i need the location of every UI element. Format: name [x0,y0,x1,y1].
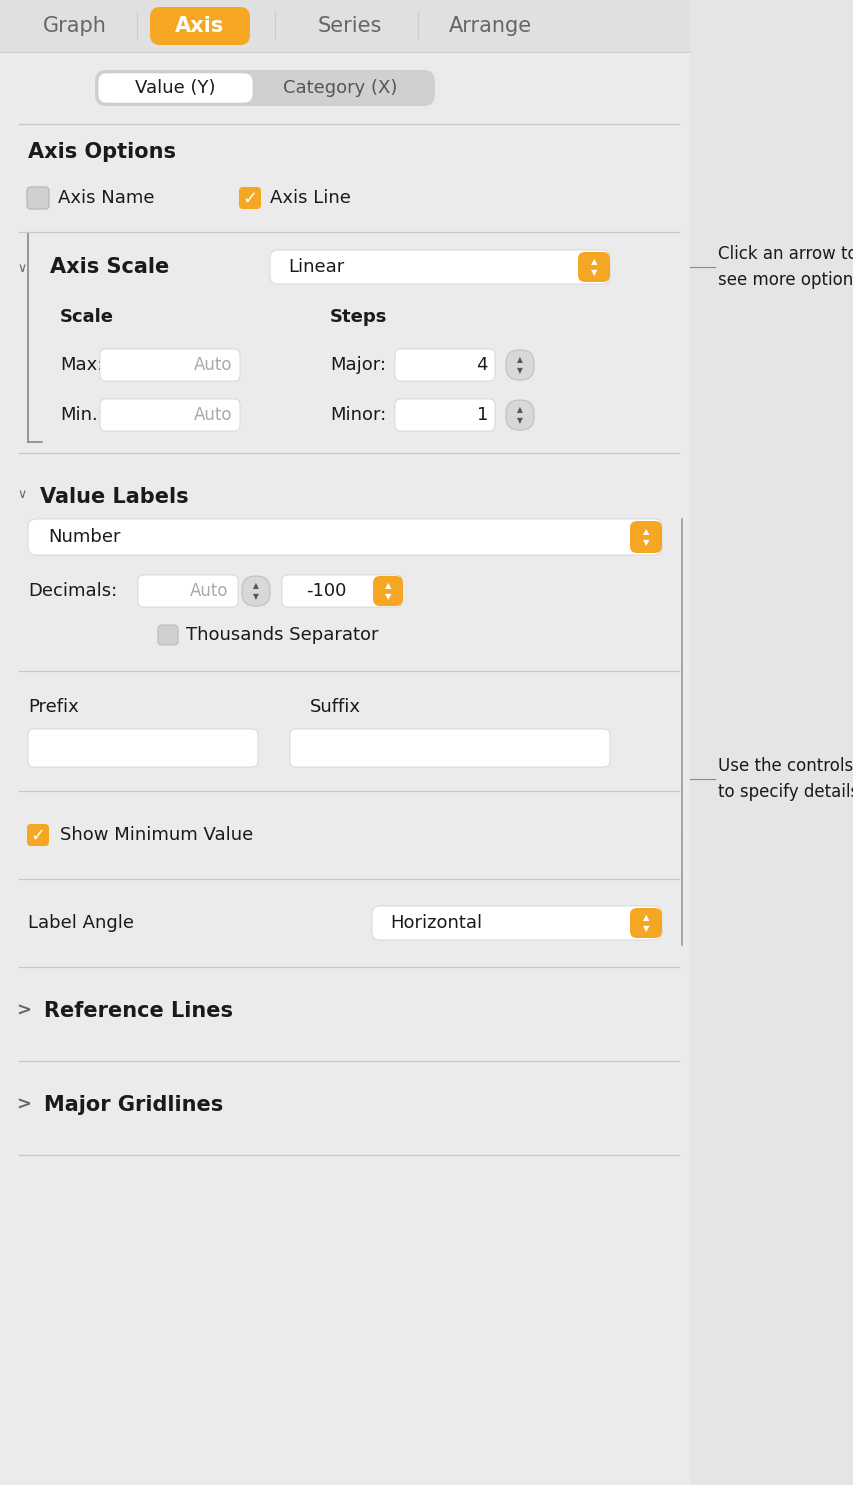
Text: Series: Series [317,16,382,36]
Text: Major:: Major: [329,356,386,374]
Text: ▲: ▲ [252,582,258,591]
Text: Axis: Axis [175,16,224,36]
FancyBboxPatch shape [28,518,661,555]
Text: ▲: ▲ [590,257,596,266]
Text: 1: 1 [476,405,487,425]
FancyBboxPatch shape [241,576,270,606]
FancyBboxPatch shape [506,399,533,431]
Text: >: > [16,1096,32,1114]
Text: Use the controls
to specify details.: Use the controls to specify details. [717,757,853,802]
Text: Max:: Max: [60,356,103,374]
Text: ▼: ▼ [516,416,522,426]
FancyBboxPatch shape [100,349,240,382]
FancyBboxPatch shape [239,187,261,209]
Text: Min.:: Min.: [60,405,104,425]
Text: Number: Number [48,529,120,546]
FancyBboxPatch shape [577,252,609,282]
Text: Reference Lines: Reference Lines [44,1001,233,1022]
Text: Graph: Graph [43,16,107,36]
FancyBboxPatch shape [373,576,403,606]
Text: Minor:: Minor: [329,405,386,425]
Text: ∨: ∨ [17,489,26,502]
Text: Linear: Linear [287,258,344,276]
Text: ▼: ▼ [642,925,648,934]
Text: ▼: ▼ [590,269,596,278]
Text: Click an arrow to
see more options.: Click an arrow to see more options. [717,245,853,290]
Text: ▼: ▼ [516,367,522,376]
Text: Prefix: Prefix [28,698,78,716]
Text: Auto: Auto [194,356,232,374]
FancyBboxPatch shape [290,729,609,766]
FancyBboxPatch shape [270,249,609,284]
FancyBboxPatch shape [138,575,238,607]
Text: Value Labels: Value Labels [40,487,189,506]
Text: Auto: Auto [194,405,232,425]
FancyBboxPatch shape [28,729,258,766]
Text: Horizontal: Horizontal [390,913,482,933]
FancyBboxPatch shape [506,350,533,380]
Text: Label Angle: Label Angle [28,913,134,933]
Text: ▼: ▼ [642,539,648,548]
Text: Category (X): Category (X) [282,79,397,97]
FancyBboxPatch shape [281,575,402,607]
Text: ▲: ▲ [516,355,522,364]
FancyBboxPatch shape [630,521,661,552]
Text: ✓: ✓ [242,190,258,208]
FancyBboxPatch shape [158,625,177,644]
Text: Axis Scale: Axis Scale [50,257,169,278]
Text: ▲: ▲ [516,405,522,414]
FancyBboxPatch shape [100,399,240,431]
Text: Arrange: Arrange [448,16,531,36]
Text: Steps: Steps [329,307,387,327]
Text: Suffix: Suffix [310,698,361,716]
FancyBboxPatch shape [27,187,49,209]
FancyBboxPatch shape [98,73,252,102]
Text: Scale: Scale [60,307,113,327]
FancyBboxPatch shape [372,906,661,940]
Text: ∨: ∨ [17,263,26,276]
Text: ▲: ▲ [385,582,391,591]
Text: 4: 4 [476,356,487,374]
Text: Auto: Auto [189,582,228,600]
Text: Value (Y): Value (Y) [135,79,215,97]
Text: ▼: ▼ [385,593,391,601]
Text: Axis Options: Axis Options [28,143,176,162]
Text: >: > [16,1002,32,1020]
Bar [0,0,689,1485]
Text: -100: -100 [305,582,346,600]
Text: Show Minimum Value: Show Minimum Value [60,826,253,843]
Text: ▲: ▲ [642,913,648,922]
Text: ▲: ▲ [642,527,648,536]
Text: Axis Name: Axis Name [58,189,154,206]
FancyBboxPatch shape [27,824,49,846]
FancyBboxPatch shape [395,399,495,431]
Text: Major Gridlines: Major Gridlines [44,1094,223,1115]
Text: ▼: ▼ [252,593,258,601]
Bar [0,0,689,52]
FancyBboxPatch shape [95,70,434,105]
FancyBboxPatch shape [630,907,661,939]
Text: Axis Line: Axis Line [270,189,351,206]
FancyBboxPatch shape [395,349,495,382]
Text: Thousands Separator: Thousands Separator [186,627,378,644]
Text: ✓: ✓ [31,827,45,845]
FancyBboxPatch shape [150,7,250,45]
Text: Decimals:: Decimals: [28,582,117,600]
